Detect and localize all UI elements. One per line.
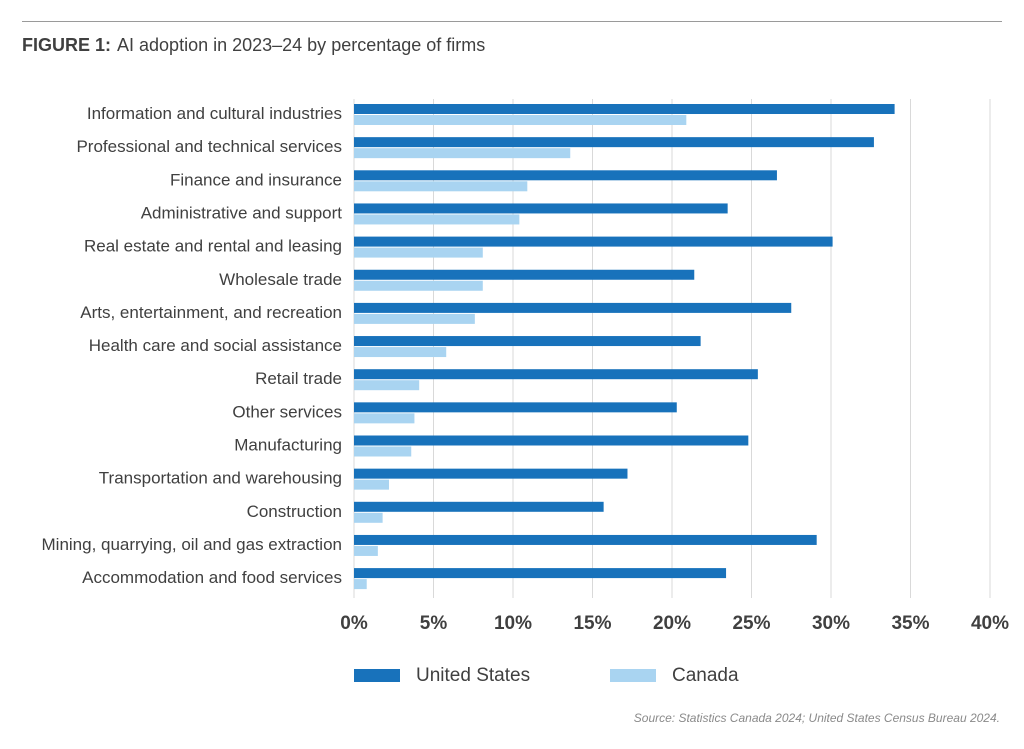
bar-canada-manufacturing <box>354 446 412 457</box>
category-label-accommodation-and-food-services: Accommodation and food services <box>82 568 342 587</box>
figure-label: FIGURE 1: <box>22 35 112 55</box>
tick-label-40: 40% <box>971 613 1009 634</box>
category-label-manufacturing: Manufacturing <box>234 436 342 455</box>
category-label-health-care-and-social-assistance: Health care and social assistance <box>89 336 342 355</box>
bar-canada-administrative-and-support <box>354 214 520 225</box>
bar-canada-finance-and-insurance <box>354 181 528 192</box>
bar-canada-professional-and-technical-services <box>354 148 571 159</box>
bar-canada-retail-trade <box>354 380 420 391</box>
category-label-mining-quarrying-oil-and-gas-extraction: Mining, quarrying, oil and gas extractio… <box>42 535 343 554</box>
bar-united-states-other-services <box>354 402 677 413</box>
figure-title: FIGURE 1: AI adoption in 2023–24 by perce… <box>22 35 485 56</box>
bar-united-states-administrative-and-support <box>354 203 728 214</box>
bar-canada-transportation-and-warehousing <box>354 479 389 490</box>
bar-united-states-real-estate-and-rental-and-leasing <box>354 236 833 247</box>
legend-label-canada: Canada <box>672 665 739 686</box>
bar-united-states-professional-and-technical-services <box>354 137 874 148</box>
bar-united-states-wholesale-trade <box>354 269 695 280</box>
tick-label-5: 5% <box>420 613 448 634</box>
category-label-administrative-and-support: Administrative and support <box>141 203 343 222</box>
x-axis-ticks: 0% 5% 10% 15% 20% 25% 30% 35% 40% <box>340 613 1009 634</box>
bar-canada-wholesale-trade <box>354 280 483 291</box>
category-label-transportation-and-warehousing: Transportation and warehousing <box>99 469 342 488</box>
category-label-arts-entertainment-and-recreation: Arts, entertainment, and recreation <box>80 303 342 322</box>
tick-label-15: 15% <box>573 613 611 634</box>
bar-canada-information-and-cultural-industries <box>354 115 687 125</box>
category-labels: Information and cultural industries Profe… <box>42 104 343 587</box>
category-label-wholesale-trade: Wholesale trade <box>219 270 342 289</box>
tick-label-25: 25% <box>732 613 770 634</box>
bar-united-states-mining-quarrying-oil-and-gas-extraction <box>354 534 817 545</box>
category-label-professional-and-technical-services: Professional and technical services <box>76 137 342 156</box>
bar-canada-accommodation-and-food-services <box>354 579 367 590</box>
bar-united-states-information-and-cultural-industries <box>354 104 895 114</box>
bar-united-states-retail-trade <box>354 369 758 380</box>
bar-united-states-transportation-and-warehousing <box>354 468 628 479</box>
figure-title-text: AI adoption in 2023–24 by percentage of … <box>117 35 486 55</box>
bar-canada-arts-entertainment-and-recreation <box>354 313 475 324</box>
legend: United States Canada <box>354 665 739 686</box>
bar-canada-health-care-and-social-assistance <box>354 347 447 358</box>
bar-united-states-health-care-and-social-assistance <box>354 336 701 347</box>
bar-united-states-construction <box>354 501 604 512</box>
legend-swatch-canada <box>610 669 656 682</box>
bar-canada-real-estate-and-rental-and-leasing <box>354 247 483 258</box>
source-note: Source: Statistics Canada 2024; United S… <box>633 711 1000 725</box>
tick-label-20: 20% <box>653 613 691 634</box>
legend-swatch-united-states <box>354 669 400 682</box>
tick-label-30: 30% <box>812 613 850 634</box>
bar-canada-other-services <box>354 413 415 424</box>
tick-label-35: 35% <box>891 613 929 634</box>
bars <box>354 104 895 590</box>
bar-canada-construction <box>354 512 383 523</box>
bar-united-states-finance-and-insurance <box>354 170 777 181</box>
bar-united-states-manufacturing <box>354 435 749 446</box>
category-label-finance-and-insurance: Finance and insurance <box>170 170 342 189</box>
category-label-real-estate-and-rental-and-leasing: Real estate and rental and leasing <box>84 237 342 256</box>
tick-label-0: 0% <box>340 613 368 634</box>
bar-canada-mining-quarrying-oil-and-gas-extraction <box>354 545 378 556</box>
bar-united-states-arts-entertainment-and-recreation <box>354 302 792 313</box>
category-label-retail-trade: Retail trade <box>255 369 342 388</box>
legend-label-united-states: United States <box>416 665 530 686</box>
tick-label-10: 10% <box>494 613 532 634</box>
category-label-other-services: Other services <box>232 402 342 421</box>
top-divider <box>22 21 1002 22</box>
category-label-information-and-cultural-industries: Information and cultural industries <box>87 104 342 123</box>
bar-united-states-accommodation-and-food-services <box>354 568 727 579</box>
category-label-construction: Construction <box>247 502 342 521</box>
